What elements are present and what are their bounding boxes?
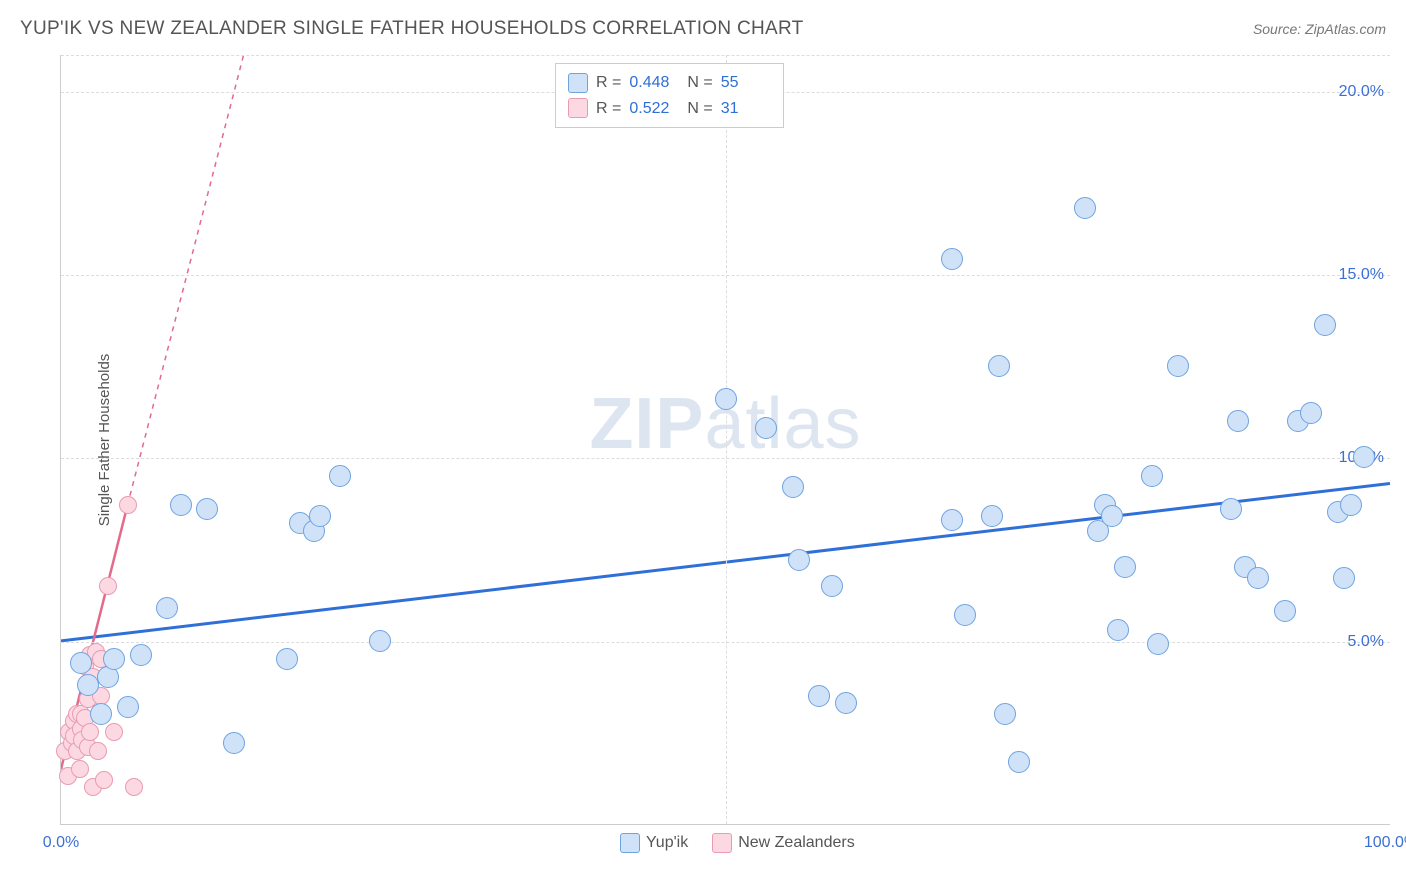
plot-region: ZIPatlas 5.0%10.0%15.0%20.0%0.0%100.0%	[60, 55, 1390, 825]
data-point	[981, 505, 1003, 527]
data-point	[130, 644, 152, 666]
series-swatch	[712, 833, 732, 853]
stats-row: R = 0.448 N = 55	[568, 70, 771, 96]
data-point	[105, 723, 123, 741]
y-tick-label: 15.0%	[1339, 266, 1384, 284]
data-point	[941, 509, 963, 531]
data-point	[1353, 446, 1375, 468]
y-tick-label: 20.0%	[1339, 83, 1384, 101]
data-point	[988, 355, 1010, 377]
data-point	[196, 498, 218, 520]
data-point	[1274, 600, 1296, 622]
data-point	[1114, 556, 1136, 578]
stats-legend: R = 0.448 N = 55 R = 0.522 N = 31	[555, 63, 784, 128]
x-tick-label: 100.0%	[1364, 834, 1406, 852]
data-point	[808, 685, 830, 707]
data-point	[81, 723, 99, 741]
data-point	[99, 577, 117, 595]
data-point	[1167, 355, 1189, 377]
data-point	[119, 496, 137, 514]
n-label: N =	[687, 96, 712, 122]
data-point	[1074, 197, 1096, 219]
legend-label: New Zealanders	[738, 834, 855, 852]
series-swatch	[568, 98, 588, 118]
data-point	[994, 703, 1016, 725]
n-value: 55	[721, 70, 771, 96]
data-point	[95, 771, 113, 789]
data-point	[89, 742, 107, 760]
legend-item: New Zealanders	[712, 833, 855, 853]
source-label: Source: ZipAtlas.com	[1253, 21, 1386, 37]
r-value: 0.522	[629, 96, 679, 122]
data-point	[1300, 402, 1322, 424]
data-point	[369, 630, 391, 652]
data-point	[117, 696, 139, 718]
stats-row: R = 0.522 N = 31	[568, 96, 771, 122]
y-tick-label: 5.0%	[1348, 633, 1384, 651]
data-point	[954, 604, 976, 626]
r-label: R =	[596, 70, 621, 96]
series-swatch	[568, 73, 588, 93]
data-point	[1340, 494, 1362, 516]
data-point	[125, 778, 143, 796]
data-point	[782, 476, 804, 498]
data-point	[170, 494, 192, 516]
r-value: 0.448	[629, 70, 679, 96]
data-point	[715, 388, 737, 410]
data-point	[156, 597, 178, 619]
data-point	[276, 648, 298, 670]
data-point	[223, 732, 245, 754]
data-point	[835, 692, 857, 714]
data-point	[1147, 633, 1169, 655]
data-point	[1314, 314, 1336, 336]
data-point	[788, 549, 810, 571]
data-point	[941, 248, 963, 270]
data-point	[1008, 751, 1030, 773]
data-point	[309, 505, 331, 527]
data-point	[821, 575, 843, 597]
data-point	[755, 417, 777, 439]
data-point	[1247, 567, 1269, 589]
data-point	[1101, 505, 1123, 527]
data-point	[103, 648, 125, 670]
n-label: N =	[687, 70, 712, 96]
data-point	[90, 703, 112, 725]
data-point	[1220, 498, 1242, 520]
series-swatch	[620, 833, 640, 853]
data-point	[1227, 410, 1249, 432]
x-tick-label: 0.0%	[43, 834, 79, 852]
header: YUP'IK VS NEW ZEALANDER SINGLE FATHER HO…	[0, 0, 1406, 50]
data-point	[1333, 567, 1355, 589]
data-point	[77, 674, 99, 696]
data-point	[329, 465, 351, 487]
y-axis-label: Single Father Households	[96, 354, 113, 527]
data-point	[1141, 465, 1163, 487]
chart-title: YUP'IK VS NEW ZEALANDER SINGLE FATHER HO…	[20, 18, 804, 40]
data-point	[1107, 619, 1129, 641]
n-value: 31	[721, 96, 771, 122]
series-legend: Yup'ik New Zealanders	[620, 833, 855, 853]
r-label: R =	[596, 96, 621, 122]
chart-area: ZIPatlas 5.0%10.0%15.0%20.0%0.0%100.0% S…	[60, 55, 1390, 825]
legend-label: Yup'ik	[646, 834, 688, 852]
data-point	[71, 760, 89, 778]
data-point	[70, 652, 92, 674]
legend-item: Yup'ik	[620, 833, 688, 853]
gridline-v	[726, 55, 727, 824]
